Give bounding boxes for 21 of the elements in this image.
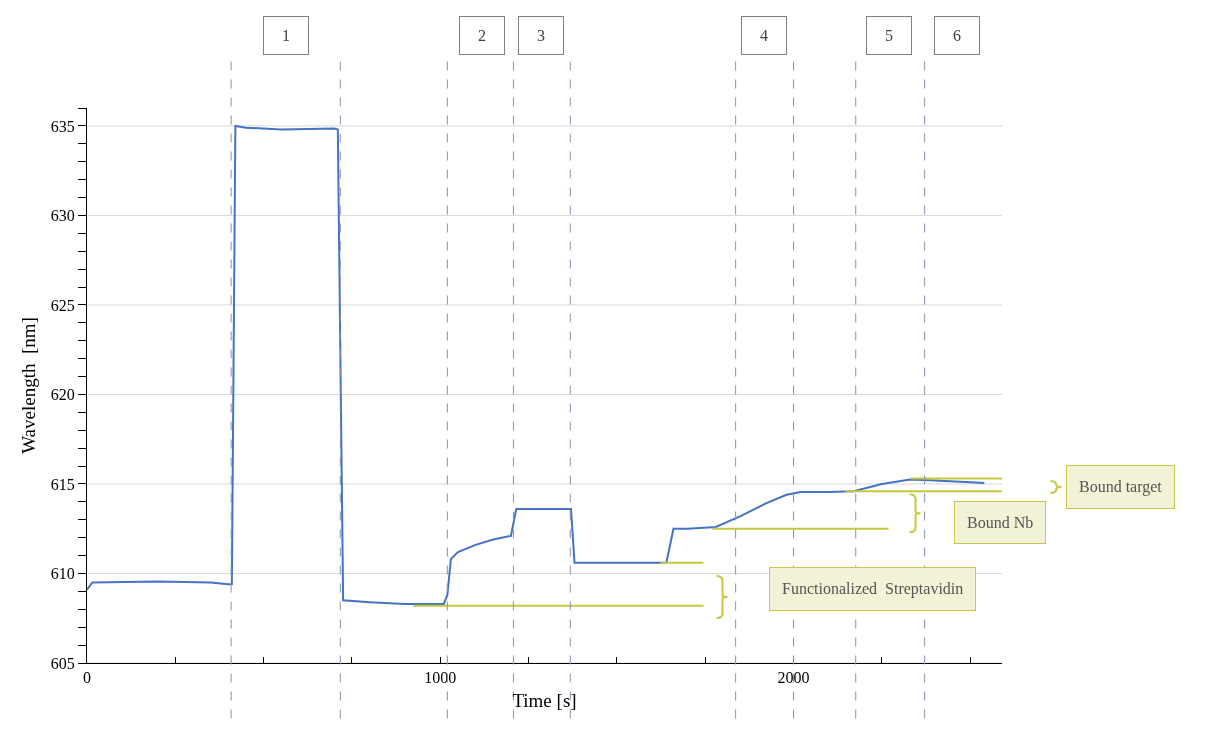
y-tick-label: 610 bbox=[50, 565, 75, 583]
text: 2 bbox=[478, 27, 486, 44]
text: 4 bbox=[760, 27, 768, 44]
text: 3 bbox=[537, 27, 545, 44]
annotation: Bound Nb bbox=[967, 514, 1034, 531]
text: 6 bbox=[953, 27, 961, 44]
y-tick-label: 620 bbox=[50, 386, 75, 404]
x-tick-label: 0 bbox=[83, 669, 91, 687]
annotation: Functionalized Streptavidin bbox=[782, 580, 964, 598]
y-tick-label: 615 bbox=[50, 475, 75, 493]
y-tick-label: 625 bbox=[50, 296, 75, 314]
y-tick-label: 605 bbox=[50, 654, 75, 672]
text: 1 bbox=[282, 27, 290, 44]
text: 5 bbox=[885, 27, 893, 44]
y-axis-title: Wavelength [nm] bbox=[17, 317, 39, 454]
y-tick-label: 635 bbox=[50, 117, 75, 135]
text: Bound target bbox=[1079, 478, 1163, 496]
y-tick-label: 630 bbox=[50, 207, 75, 225]
x-tick-label: 1000 bbox=[424, 669, 457, 687]
x-tick-label: 2000 bbox=[777, 669, 810, 687]
x-axis-title: Time [s] bbox=[512, 690, 577, 711]
